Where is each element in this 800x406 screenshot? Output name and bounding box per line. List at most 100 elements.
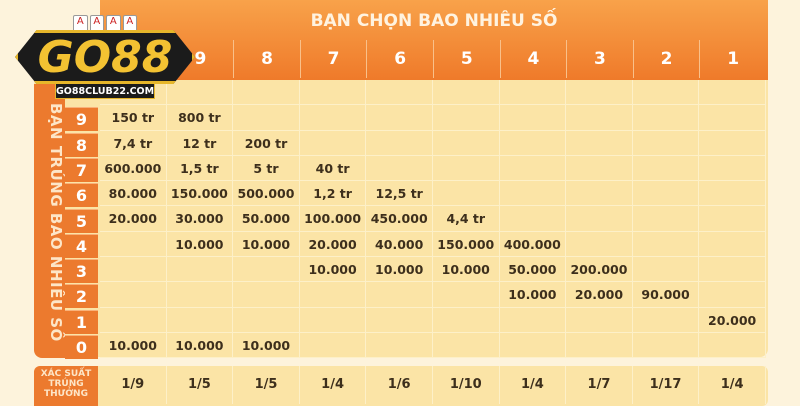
payout-cell: 80.000 — [100, 181, 167, 207]
column-header: 4 — [499, 40, 567, 78]
payout-cell — [366, 155, 433, 182]
payout-cell — [632, 181, 700, 207]
table-row: 7,4 tr 12 tr 200 tr — [100, 130, 766, 156]
payout-cell: 450.000 — [366, 206, 433, 232]
payout-cell — [432, 307, 500, 333]
payout-cell — [366, 80, 433, 106]
payout-cell: 40 tr — [299, 155, 367, 182]
table-row: 10.000 10.000 10.000 — [100, 332, 766, 359]
row-number: 4 — [65, 233, 98, 258]
payout-cell: 10.000 — [299, 257, 367, 283]
payout-cell: 500.000 — [233, 181, 300, 207]
payout-cell — [699, 206, 766, 232]
payout-cell — [233, 105, 300, 131]
header-band — [100, 0, 768, 80]
table-row: 10.000 10.000 10.000 50.000 200.000 — [100, 257, 766, 283]
payout-cell — [499, 332, 567, 359]
payout-cell — [299, 130, 367, 156]
probability-value: 1/4 — [699, 366, 766, 404]
payout-cell — [699, 257, 766, 283]
column-header: 5 — [432, 40, 500, 78]
payout-grid: 150 tr 800 tr 7,4 tr 12 tr 200 tr 600.000 1,5 … — [100, 80, 766, 359]
payout-cell — [366, 307, 433, 333]
probability-value: 1/6 — [366, 366, 433, 404]
payout-cell: 5 tr — [233, 155, 300, 182]
payout-cell — [632, 257, 700, 283]
payout-cell — [632, 332, 700, 359]
logo-text: GO88 — [37, 32, 173, 83]
payout-cell — [566, 231, 633, 258]
payout-cell — [499, 105, 567, 131]
payout-cell: 150.000 — [166, 181, 234, 207]
payout-cell: 10.000 — [432, 257, 500, 283]
payout-cell — [366, 282, 433, 308]
payout-cell — [233, 257, 300, 283]
payout-cell — [566, 332, 633, 359]
payout-cell — [632, 155, 700, 182]
payout-cell — [499, 307, 567, 333]
table-body — [34, 80, 768, 357]
logo-url: GO88CLUB22.COM — [55, 83, 155, 99]
payout-cell — [699, 105, 766, 131]
column-header: 6 — [366, 40, 433, 78]
payout-cell: 12,5 tr — [366, 181, 433, 207]
payout-cell — [233, 80, 300, 106]
payout-cell: 10.000 — [233, 231, 300, 258]
table-row: 10.000 20.000 90.000 — [100, 282, 766, 308]
payout-cell: 12 tr — [166, 130, 234, 156]
payout-cell — [432, 130, 500, 156]
payout-cell — [699, 80, 766, 106]
payout-cell: 4,4 tr — [432, 206, 500, 232]
payout-cell — [699, 181, 766, 207]
payout-cell: 200 tr — [233, 130, 300, 156]
column-header: 7 — [299, 40, 367, 78]
payout-cell — [166, 282, 234, 308]
probability-values: 1/9 1/5 1/5 1/4 1/6 1/10 1/4 1/7 1/17 1/4 — [100, 366, 766, 404]
payout-cell — [632, 307, 700, 333]
probability-value: 1/7 — [566, 366, 633, 404]
payout-cell — [632, 231, 700, 258]
payout-cell — [566, 105, 633, 131]
payout-cell: 20.000 — [699, 307, 766, 333]
side-band — [34, 84, 65, 358]
payout-cell — [699, 282, 766, 308]
payout-cell — [499, 181, 567, 207]
payout-cell — [432, 181, 500, 207]
payout-cell — [632, 105, 700, 131]
probability-value: 1/9 — [100, 366, 167, 404]
logo-badge — [15, 30, 195, 84]
probability-value: 1/4 — [300, 366, 367, 404]
payout-cell — [366, 130, 433, 156]
payout-cell — [299, 307, 367, 333]
table-row: 80.000 150.000 500.000 1,2 tr 12,5 tr — [100, 181, 766, 207]
table-row: 20.000 — [100, 307, 766, 333]
payout-cell: 50.000 — [499, 257, 567, 283]
payout-cell — [366, 332, 433, 359]
payout-cell: 20.000 — [566, 282, 633, 308]
payout-cell — [100, 282, 167, 308]
payout-cell — [632, 206, 700, 232]
row-number: 7 — [65, 157, 98, 182]
probability-value: 1/5 — [167, 366, 234, 404]
payout-cell: 30.000 — [166, 206, 234, 232]
payout-cell: 150.000 — [432, 231, 500, 258]
payout-cell — [566, 130, 633, 156]
row-number: 8 — [65, 132, 98, 157]
payout-cell — [432, 155, 500, 182]
payout-cell — [566, 80, 633, 106]
payout-cell — [299, 332, 367, 359]
table-row — [100, 80, 766, 106]
payout-cell — [299, 282, 367, 308]
column-header: 2 — [632, 40, 700, 78]
probability-value: 1/17 — [633, 366, 700, 404]
payout-cell — [699, 332, 766, 359]
payout-cell — [299, 105, 367, 131]
payout-cell: 90.000 — [632, 282, 700, 308]
payout-cell: 40.000 — [366, 231, 433, 258]
payout-cell: 10.000 — [233, 332, 300, 359]
payout-cell: 10.000 — [166, 231, 234, 258]
row-number: 2 — [65, 284, 98, 309]
payout-cell: 10.000 — [499, 282, 567, 308]
